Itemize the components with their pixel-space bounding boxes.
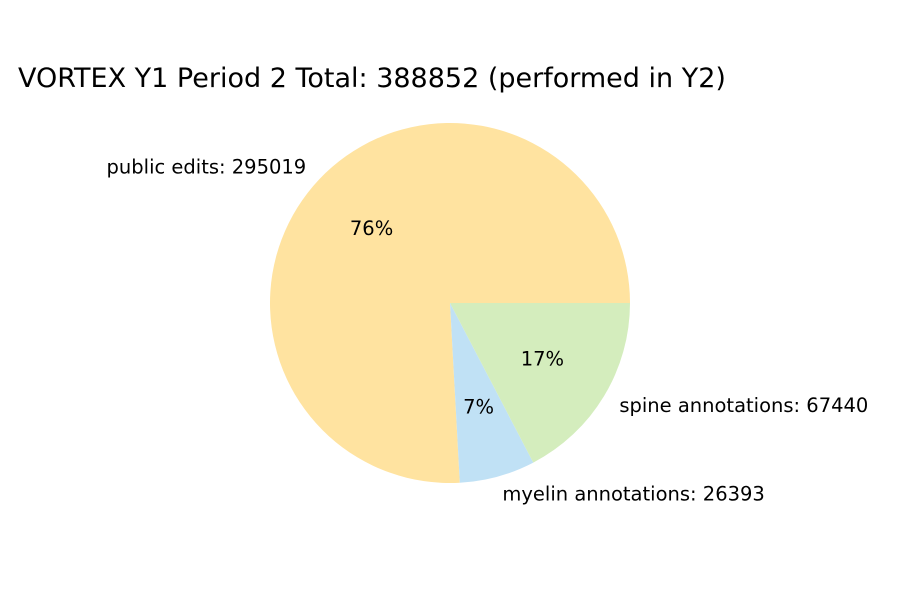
slice-label-spine-annotations: spine annotations: 67440: [619, 394, 868, 417]
percent-label-spine-annotations: 17%: [521, 347, 564, 370]
pie-slice-myelin-annotations: [450, 303, 534, 483]
slice-label-myelin-annotations: myelin annotations: 26393: [502, 482, 764, 505]
pie-slices: [269, 123, 630, 483]
pie-labels: 76% public edits: 295019 7% myelin annotati…: [107, 155, 869, 505]
percent-label-public-edits: 76%: [350, 217, 393, 240]
slice-label-public-edits: public edits: 295019: [107, 155, 307, 178]
percent-label-myelin-annotations: 7%: [463, 396, 494, 419]
pie-slice-spine-annotations: [450, 303, 630, 463]
chart-title: VORTEX Y1 Period 2 Total: 388852 (perfor…: [18, 63, 726, 94]
